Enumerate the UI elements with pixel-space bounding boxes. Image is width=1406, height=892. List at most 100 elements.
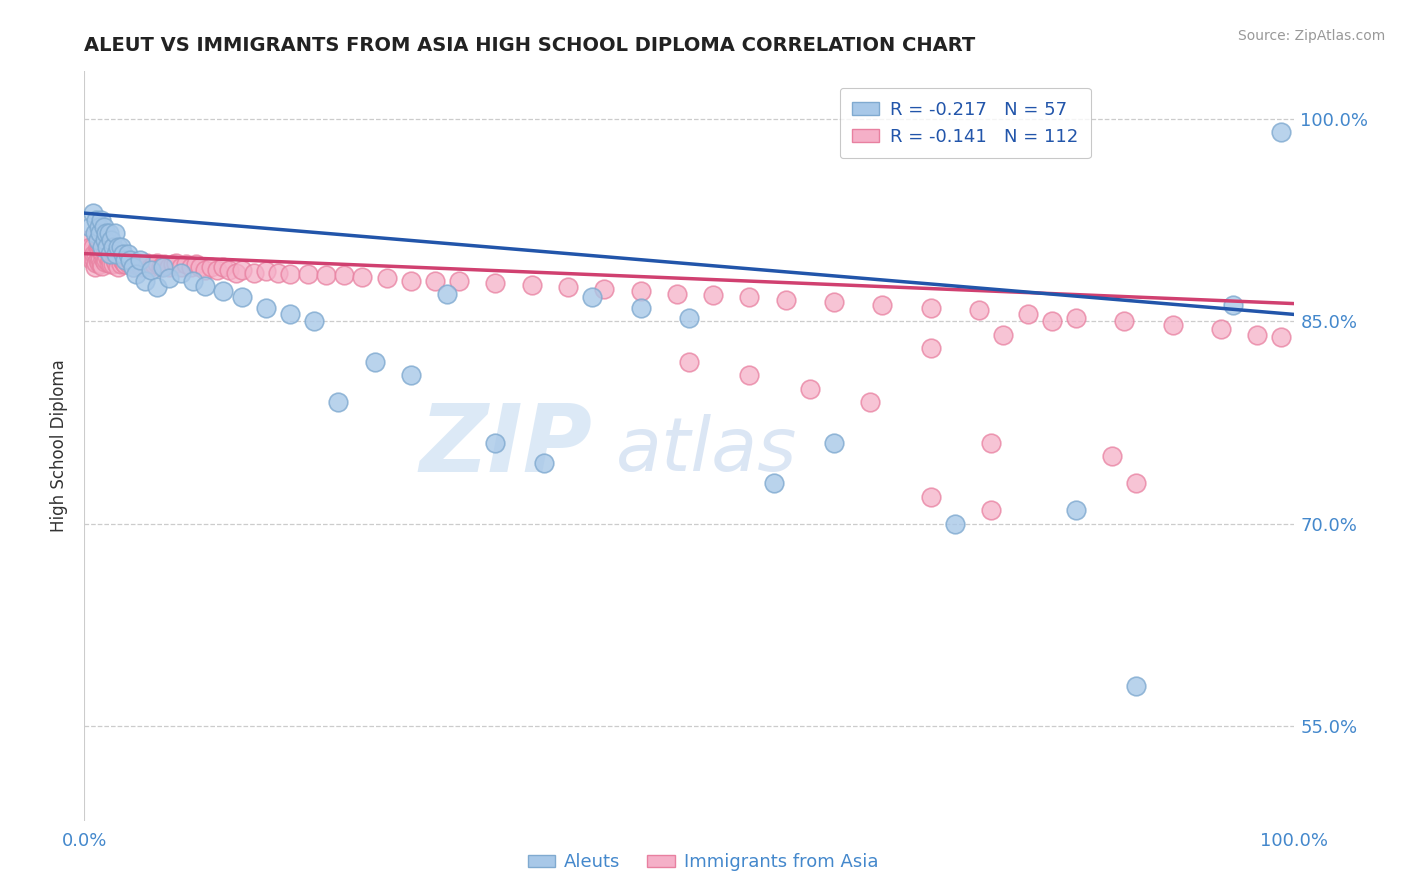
Point [98,246,121,260]
Point [1222,298,1244,312]
Point [174,257,197,271]
Point [139,262,162,277]
Text: atlas: atlas [616,414,797,486]
Point [129,253,152,268]
Point [775,293,797,307]
Point [94,241,117,255]
Point [231,290,253,304]
Point [1040,314,1063,328]
Point [593,282,616,296]
Point [231,262,253,277]
Point [139,260,162,274]
Point [484,435,506,450]
Point [91,245,114,260]
Text: Source: ZipAtlas.com: Source: ZipAtlas.com [1237,29,1385,44]
Point [104,253,127,268]
Point [225,266,247,280]
Point [91,259,114,273]
Point [157,260,180,274]
Point [146,256,169,270]
Point [104,246,127,260]
Point [194,279,217,293]
Point [157,271,180,285]
Point [112,246,135,260]
Point [943,516,966,531]
Point [194,262,217,277]
Point [79,219,101,234]
Point [181,274,204,288]
Point [101,249,124,263]
Point [91,240,114,254]
Point [333,268,356,283]
Point [79,240,101,254]
Legend: Aleuts, Immigrants from Asia: Aleuts, Immigrants from Asia [520,847,886,879]
Point [423,274,446,288]
Point [100,233,122,247]
Point [254,301,277,315]
Point [105,252,128,266]
Point [90,244,112,258]
Point [484,277,506,291]
Point [104,227,127,241]
Point [97,227,120,241]
Point [77,233,100,247]
Point [89,227,111,241]
Point [702,288,724,302]
Point [967,303,990,318]
Point [449,274,471,288]
Point [134,257,156,271]
Point [799,382,821,396]
Point [399,274,422,288]
Point [980,503,1002,517]
Point [170,260,193,274]
Point [114,253,136,268]
Point [738,290,761,304]
Point [1161,318,1184,333]
Point [86,240,108,254]
Point [1017,307,1039,321]
Point [121,257,143,271]
Point [328,395,350,409]
Point [86,212,108,227]
Point [1270,330,1292,344]
Point [107,240,129,254]
Point [82,240,104,254]
Point [86,256,108,270]
Point [100,257,122,271]
Point [363,354,385,368]
Point [96,249,118,263]
Point [82,206,104,220]
Point [581,290,603,304]
Point [678,354,700,368]
Point [153,257,176,271]
Point [278,307,301,321]
Point [207,262,229,277]
Point [823,435,845,450]
Point [94,253,117,268]
Point [212,285,235,299]
Point [98,253,121,268]
Point [94,233,117,247]
Point [111,253,134,268]
Point [103,257,125,271]
Point [375,271,398,285]
Point [212,260,235,274]
Point [103,240,125,254]
Point [557,280,579,294]
Point [77,246,100,260]
Point [1114,314,1136,328]
Point [630,301,652,315]
Point [127,256,149,270]
Point [297,267,319,281]
Point [87,219,110,234]
Point [520,277,543,292]
Point [84,260,107,274]
Point [86,246,108,260]
Point [859,395,882,409]
Point [84,227,107,241]
Point [1101,449,1123,463]
Point [738,368,761,383]
Point [242,266,264,280]
Point [762,476,785,491]
Point [96,240,118,254]
